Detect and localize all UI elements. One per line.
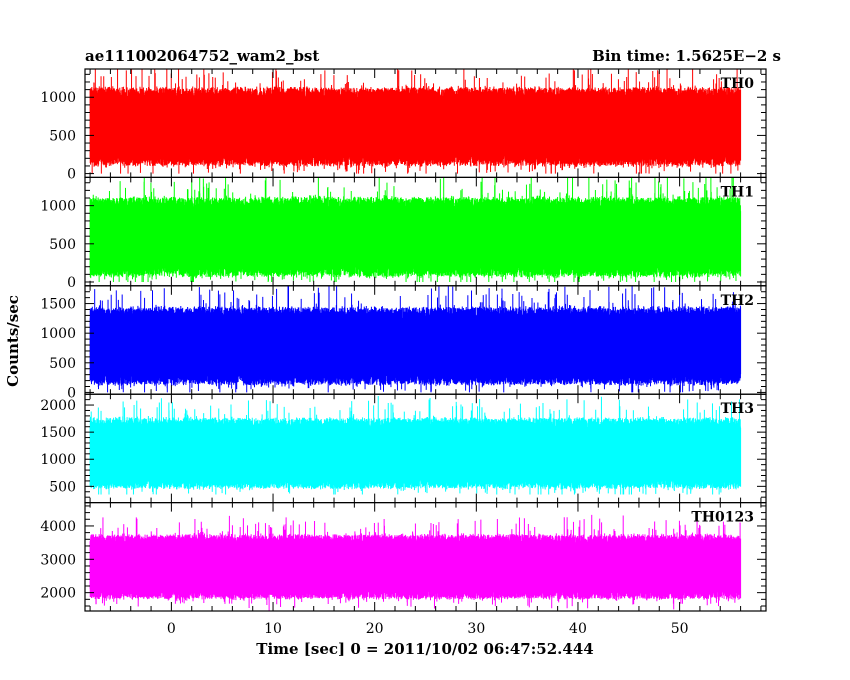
series-th1 [89,177,742,282]
series-th0123 [89,514,742,611]
y-tick-label: 2000 [40,586,76,602]
x-tick-label: 20 [366,621,384,637]
y-tick-label: 500 [49,237,76,253]
y-tick-label: 2000 [40,398,76,414]
y-tick-label: 4000 [40,519,76,535]
x-tick-label: 30 [467,621,485,637]
y-tick-label: 1500 [40,297,76,313]
y-tick-label: 3000 [40,552,76,568]
series-th3 [89,395,742,495]
y-tick-label: 500 [49,356,76,372]
x-tick-label: 40 [569,621,587,637]
y-tick-label: 0 [67,167,76,183]
x-tick-label: 0 [167,621,176,637]
panel-label-th1: TH1 [721,184,754,200]
panel-label-th2: TH2 [721,293,754,309]
y-tick-label: 1000 [40,199,76,215]
panel-th3: 500 1000 1500 2000 TH3 [40,393,767,504]
x-axis-title: Time [sec] 0 = 2011/10/02 06:47:52.444 [256,640,593,658]
y-tick-label: 500 [49,479,76,495]
y-tick-label: 1000 [40,326,76,342]
panel-th2: 0 500 1000 1500 TH2 [40,285,767,401]
series-th2 [89,285,742,393]
time-axis: 0 10 20 30 40 50 [167,621,689,637]
y-tick-label: 1500 [40,425,76,441]
panel-label-th0: TH0 [721,76,755,92]
y-tick-label: 0 [67,385,76,401]
panel-frame [84,502,767,612]
observation-id-title: ae111002064752_wam2_bst [85,47,319,65]
bin-time-label: Bin time: 1.5625E−2 s [592,47,781,65]
panel-label-th0123: TH0123 [691,510,754,526]
series-th0 [89,69,742,174]
y-tick-label: 0 [67,275,76,291]
y-axis-title: Counts/sec [4,295,22,387]
panel-label-th3: TH3 [721,401,754,417]
panel-th1: 0 500 1000 TH1 [40,176,767,291]
y-tick-label: 1000 [40,452,76,468]
x-tick-label: 10 [264,621,282,637]
panel-th0123: 2000 3000 4000 TH0123 [40,502,767,612]
x-tick-label: 50 [671,621,689,637]
y-tick-label: 1000 [40,90,76,106]
panel-th0: 0 500 1000 TH0 [40,68,767,183]
y-tick-label: 500 [49,128,76,144]
light-curve-panels: 0 500 1000 TH0 0 500 1000 TH1 0 500 1000 1500 TH2 500… [40,68,767,612]
